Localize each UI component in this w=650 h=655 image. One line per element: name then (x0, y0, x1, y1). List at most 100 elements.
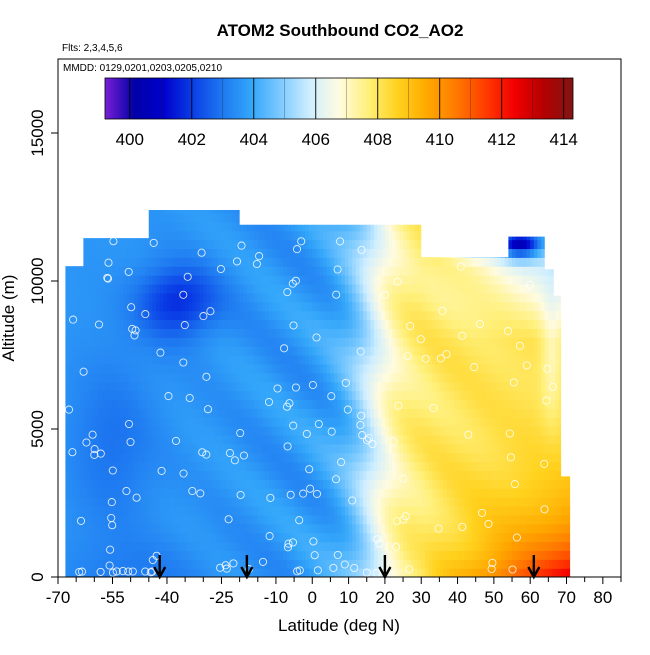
heatmap-cell (257, 568, 262, 577)
heatmap-cell (90, 443, 95, 454)
heatmap-cell (392, 355, 397, 365)
heatmap-cell (123, 319, 128, 329)
heatmap-cell (163, 381, 168, 392)
heatmap-cell (472, 399, 477, 409)
heatmap-cell (501, 550, 506, 560)
heatmap-cell (323, 417, 328, 427)
heatmap-cell (475, 452, 480, 463)
heatmap-cell (417, 337, 422, 347)
heatmap-cell (228, 568, 233, 577)
heatmap-cell (119, 363, 124, 374)
heatmap-cell (421, 417, 426, 427)
heatmap-cell (294, 310, 299, 321)
heatmap-cell (551, 426, 557, 436)
heatmap-cell (87, 390, 92, 400)
heatmap-cell (363, 257, 368, 267)
heatmap-cell (304, 337, 310, 347)
heatmap-cell (304, 470, 310, 480)
heatmap-cell (515, 310, 520, 321)
heatmap-cell (551, 275, 557, 285)
heatmap-cell (108, 257, 114, 267)
heatmap-cell (203, 568, 208, 577)
heatmap-cell (94, 532, 99, 543)
heatmap-cell (72, 541, 77, 551)
heatmap-cell (562, 363, 568, 374)
heatmap-cell (210, 417, 215, 427)
heatmap-cell (94, 470, 99, 480)
heatmap-cell (533, 497, 539, 507)
heatmap-cell (108, 328, 114, 338)
heatmap-cell (254, 505, 259, 516)
heatmap-cell (304, 532, 310, 543)
heatmap-cell (97, 301, 103, 312)
heatmap-cell (497, 550, 502, 560)
heatmap-cell (479, 443, 484, 454)
heatmap-cell (87, 550, 92, 560)
heatmap-cell (388, 532, 393, 543)
heatmap-cell (243, 452, 248, 463)
heatmap-cell (530, 417, 535, 427)
heatmap-cell (348, 488, 353, 498)
heatmap-cell (344, 559, 350, 569)
heatmap-cell (344, 310, 350, 321)
heatmap-cell (148, 337, 154, 347)
heatmap-cell (210, 310, 215, 321)
heatmap-cell (457, 514, 462, 525)
heatmap-cell (297, 532, 302, 543)
heatmap-cell (275, 479, 281, 489)
heatmap-cell (355, 541, 361, 551)
heatmap-cell (112, 417, 117, 427)
heatmap-cell (370, 275, 375, 285)
heatmap-cell (283, 505, 288, 516)
heatmap-cell (446, 390, 451, 400)
heatmap-cell (127, 417, 132, 427)
heatmap-cell (370, 461, 375, 472)
heatmap-cell (410, 434, 415, 445)
heatmap-cell (348, 443, 353, 454)
heatmap-cell (461, 363, 466, 374)
heatmap-cell (323, 390, 328, 400)
heatmap-cell (395, 301, 401, 312)
heatmap-cell (286, 417, 292, 427)
heatmap-cell (221, 452, 226, 463)
heatmap-cell (381, 346, 386, 356)
heatmap-cell (185, 568, 190, 577)
heatmap-cell (97, 461, 103, 472)
heatmap-cell (457, 390, 462, 400)
heatmap-cell (457, 372, 462, 383)
heatmap-cell (239, 275, 244, 285)
heatmap-cell (366, 550, 371, 560)
heatmap-cell (537, 346, 542, 356)
heatmap-cell (519, 319, 524, 329)
heatmap-cell (119, 532, 124, 543)
heatmap-cell (464, 390, 470, 400)
heatmap-cell (319, 408, 324, 418)
heatmap-cell (428, 399, 433, 409)
heatmap-cell (482, 452, 488, 463)
heatmap-cell (424, 559, 430, 569)
heatmap-cell (526, 310, 531, 321)
heatmap-cell (257, 443, 262, 454)
heatmap-cell (265, 550, 270, 560)
heatmap-cell (254, 514, 259, 525)
heatmap-cell (257, 434, 262, 445)
heatmap-cell (381, 541, 386, 551)
heatmap-cell (359, 390, 364, 400)
heatmap-cell (323, 346, 328, 356)
heatmap-cell (355, 381, 361, 392)
heatmap-cell (522, 479, 528, 489)
heatmap-cell (65, 559, 70, 569)
heatmap-cell (152, 292, 157, 303)
heatmap-cell (312, 452, 317, 463)
heatmap-cell (562, 568, 568, 577)
heatmap-cell (566, 319, 571, 329)
heatmap-cell (243, 470, 248, 480)
heatmap-cell (497, 523, 502, 534)
heatmap-cell (290, 372, 295, 383)
heatmap-cell (334, 559, 339, 569)
heatmap-cell (232, 417, 237, 427)
heatmap-cell (65, 355, 70, 365)
heatmap-cell (199, 408, 204, 418)
heatmap-cell (210, 452, 215, 463)
heatmap-cell (413, 541, 419, 551)
